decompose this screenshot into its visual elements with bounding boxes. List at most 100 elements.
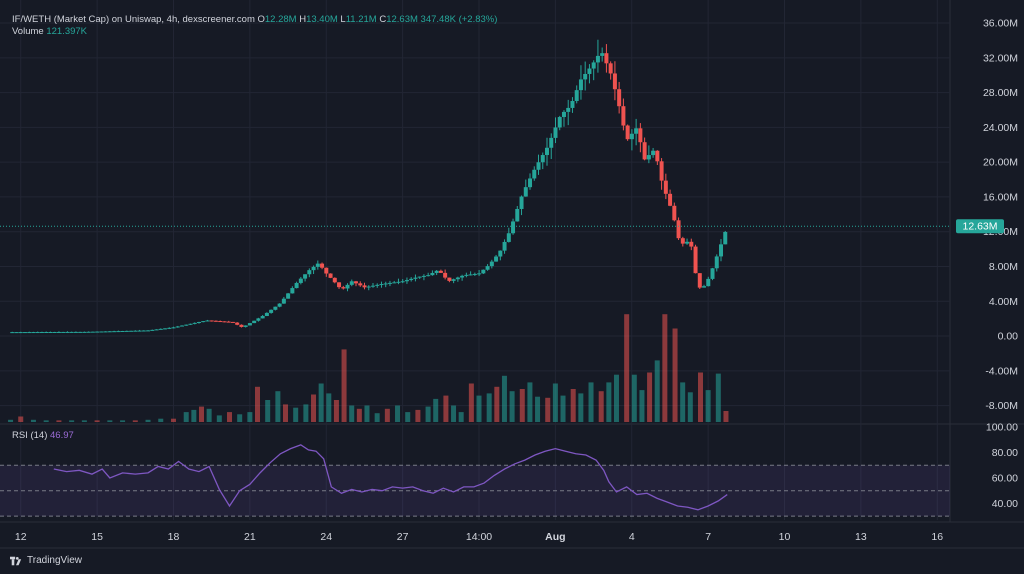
candle-body xyxy=(383,283,388,285)
candle-body xyxy=(421,275,426,277)
price-tick-label: 28.00M xyxy=(983,87,1018,99)
time-tick-label: 24 xyxy=(320,531,332,543)
candle-body xyxy=(574,90,579,102)
candle-body xyxy=(39,332,44,334)
candle-body xyxy=(455,277,460,280)
candle-body xyxy=(702,286,707,288)
volume-bar xyxy=(570,389,576,422)
candle-body xyxy=(591,62,596,69)
volume-bar xyxy=(405,412,411,422)
candle-body xyxy=(61,331,66,333)
candle-body xyxy=(561,111,566,118)
rsi-legend: RSI (14) 46.97 xyxy=(12,430,74,441)
tradingview-logo-icon xyxy=(10,556,22,565)
candle-body xyxy=(434,270,439,273)
volume-label[interactable]: Volume xyxy=(12,26,44,37)
candle-body xyxy=(676,220,681,239)
candle-body xyxy=(69,331,74,333)
volume-bar xyxy=(647,372,653,422)
candle-body xyxy=(659,161,664,181)
rsi-tick-label: 60.00 xyxy=(992,472,1018,484)
candle-body xyxy=(506,233,511,242)
candle-body xyxy=(129,330,134,332)
candle-body xyxy=(608,63,613,74)
candle-body xyxy=(209,320,214,322)
volume-bar xyxy=(509,391,515,422)
volume-bar xyxy=(639,390,645,422)
time-tick-label: 27 xyxy=(397,531,409,543)
volume-bar xyxy=(364,405,370,422)
volume-bar xyxy=(715,373,721,422)
candle-body xyxy=(99,331,104,333)
candle-body xyxy=(260,316,265,319)
candle-body xyxy=(201,321,206,323)
candle-body xyxy=(18,332,23,334)
candle-body xyxy=(489,261,494,267)
close-label: C xyxy=(379,14,387,25)
candle-body xyxy=(706,278,711,287)
candle-body xyxy=(697,273,702,288)
candle-body xyxy=(298,278,303,283)
candle-body xyxy=(362,285,367,288)
candle-body xyxy=(544,147,549,156)
candle-body xyxy=(413,277,418,279)
price-tick-label: 32.00M xyxy=(983,52,1018,64)
candle-body xyxy=(27,332,32,334)
volume-bar xyxy=(527,382,533,422)
symbol-title[interactable]: IF/WETH (Market Cap) on Uniswap, 4h, dex… xyxy=(12,14,255,25)
open-label: O xyxy=(257,14,265,25)
volume-bar xyxy=(451,405,457,422)
candle-body xyxy=(124,330,129,332)
candle-body xyxy=(163,328,168,330)
rsi-tick-label: 40.00 xyxy=(992,498,1018,510)
candle-body xyxy=(600,53,605,56)
candle-body xyxy=(269,309,274,313)
candle-body xyxy=(417,276,422,278)
candle-body xyxy=(443,272,448,278)
volume-bar xyxy=(349,405,355,422)
candle-body xyxy=(646,155,651,160)
candle-body xyxy=(498,250,503,257)
candle-body xyxy=(345,284,350,289)
candle-body xyxy=(540,155,545,163)
candle-body xyxy=(375,284,380,286)
volume-bar xyxy=(631,374,637,422)
candle-body xyxy=(120,330,125,332)
change-value: 347.48K (+2.83%) xyxy=(420,14,498,25)
candle-body xyxy=(341,287,346,289)
volume-bar xyxy=(598,391,604,422)
candle-body xyxy=(103,331,108,333)
candle-body xyxy=(86,331,91,333)
volume-bar xyxy=(680,382,686,422)
candle-body xyxy=(604,53,609,64)
price-candles xyxy=(10,39,728,334)
time-tick-label: 4 xyxy=(629,531,635,543)
volume-bar xyxy=(395,405,401,422)
volume-bar xyxy=(662,314,668,422)
price-tick-label: 16.00M xyxy=(983,191,1018,203)
candle-body xyxy=(324,267,329,274)
time-tick-label: 10 xyxy=(779,531,791,543)
rsi-band xyxy=(0,464,950,517)
candle-body xyxy=(349,281,354,285)
volume-bar xyxy=(560,395,566,422)
candle-body xyxy=(14,332,19,334)
volume-bar xyxy=(255,386,261,422)
volume-bar xyxy=(56,420,62,422)
rsi-label[interactable]: RSI (14) xyxy=(12,430,48,441)
candle-body xyxy=(404,280,409,282)
volume-bar xyxy=(672,328,678,422)
candle-body xyxy=(430,272,435,276)
tradingview-attribution[interactable]: TradingView xyxy=(10,555,82,566)
candle-body xyxy=(536,162,541,170)
candle-body xyxy=(290,288,295,294)
candle-body xyxy=(426,275,431,277)
time-tick-label: 15 xyxy=(91,531,103,543)
candle-body xyxy=(723,231,728,245)
rsi-value: 46.97 xyxy=(50,430,74,441)
candle-body xyxy=(281,298,286,304)
candle-body xyxy=(468,274,473,276)
candle-body xyxy=(714,256,719,269)
last-price-label: 12.63M xyxy=(962,221,997,233)
